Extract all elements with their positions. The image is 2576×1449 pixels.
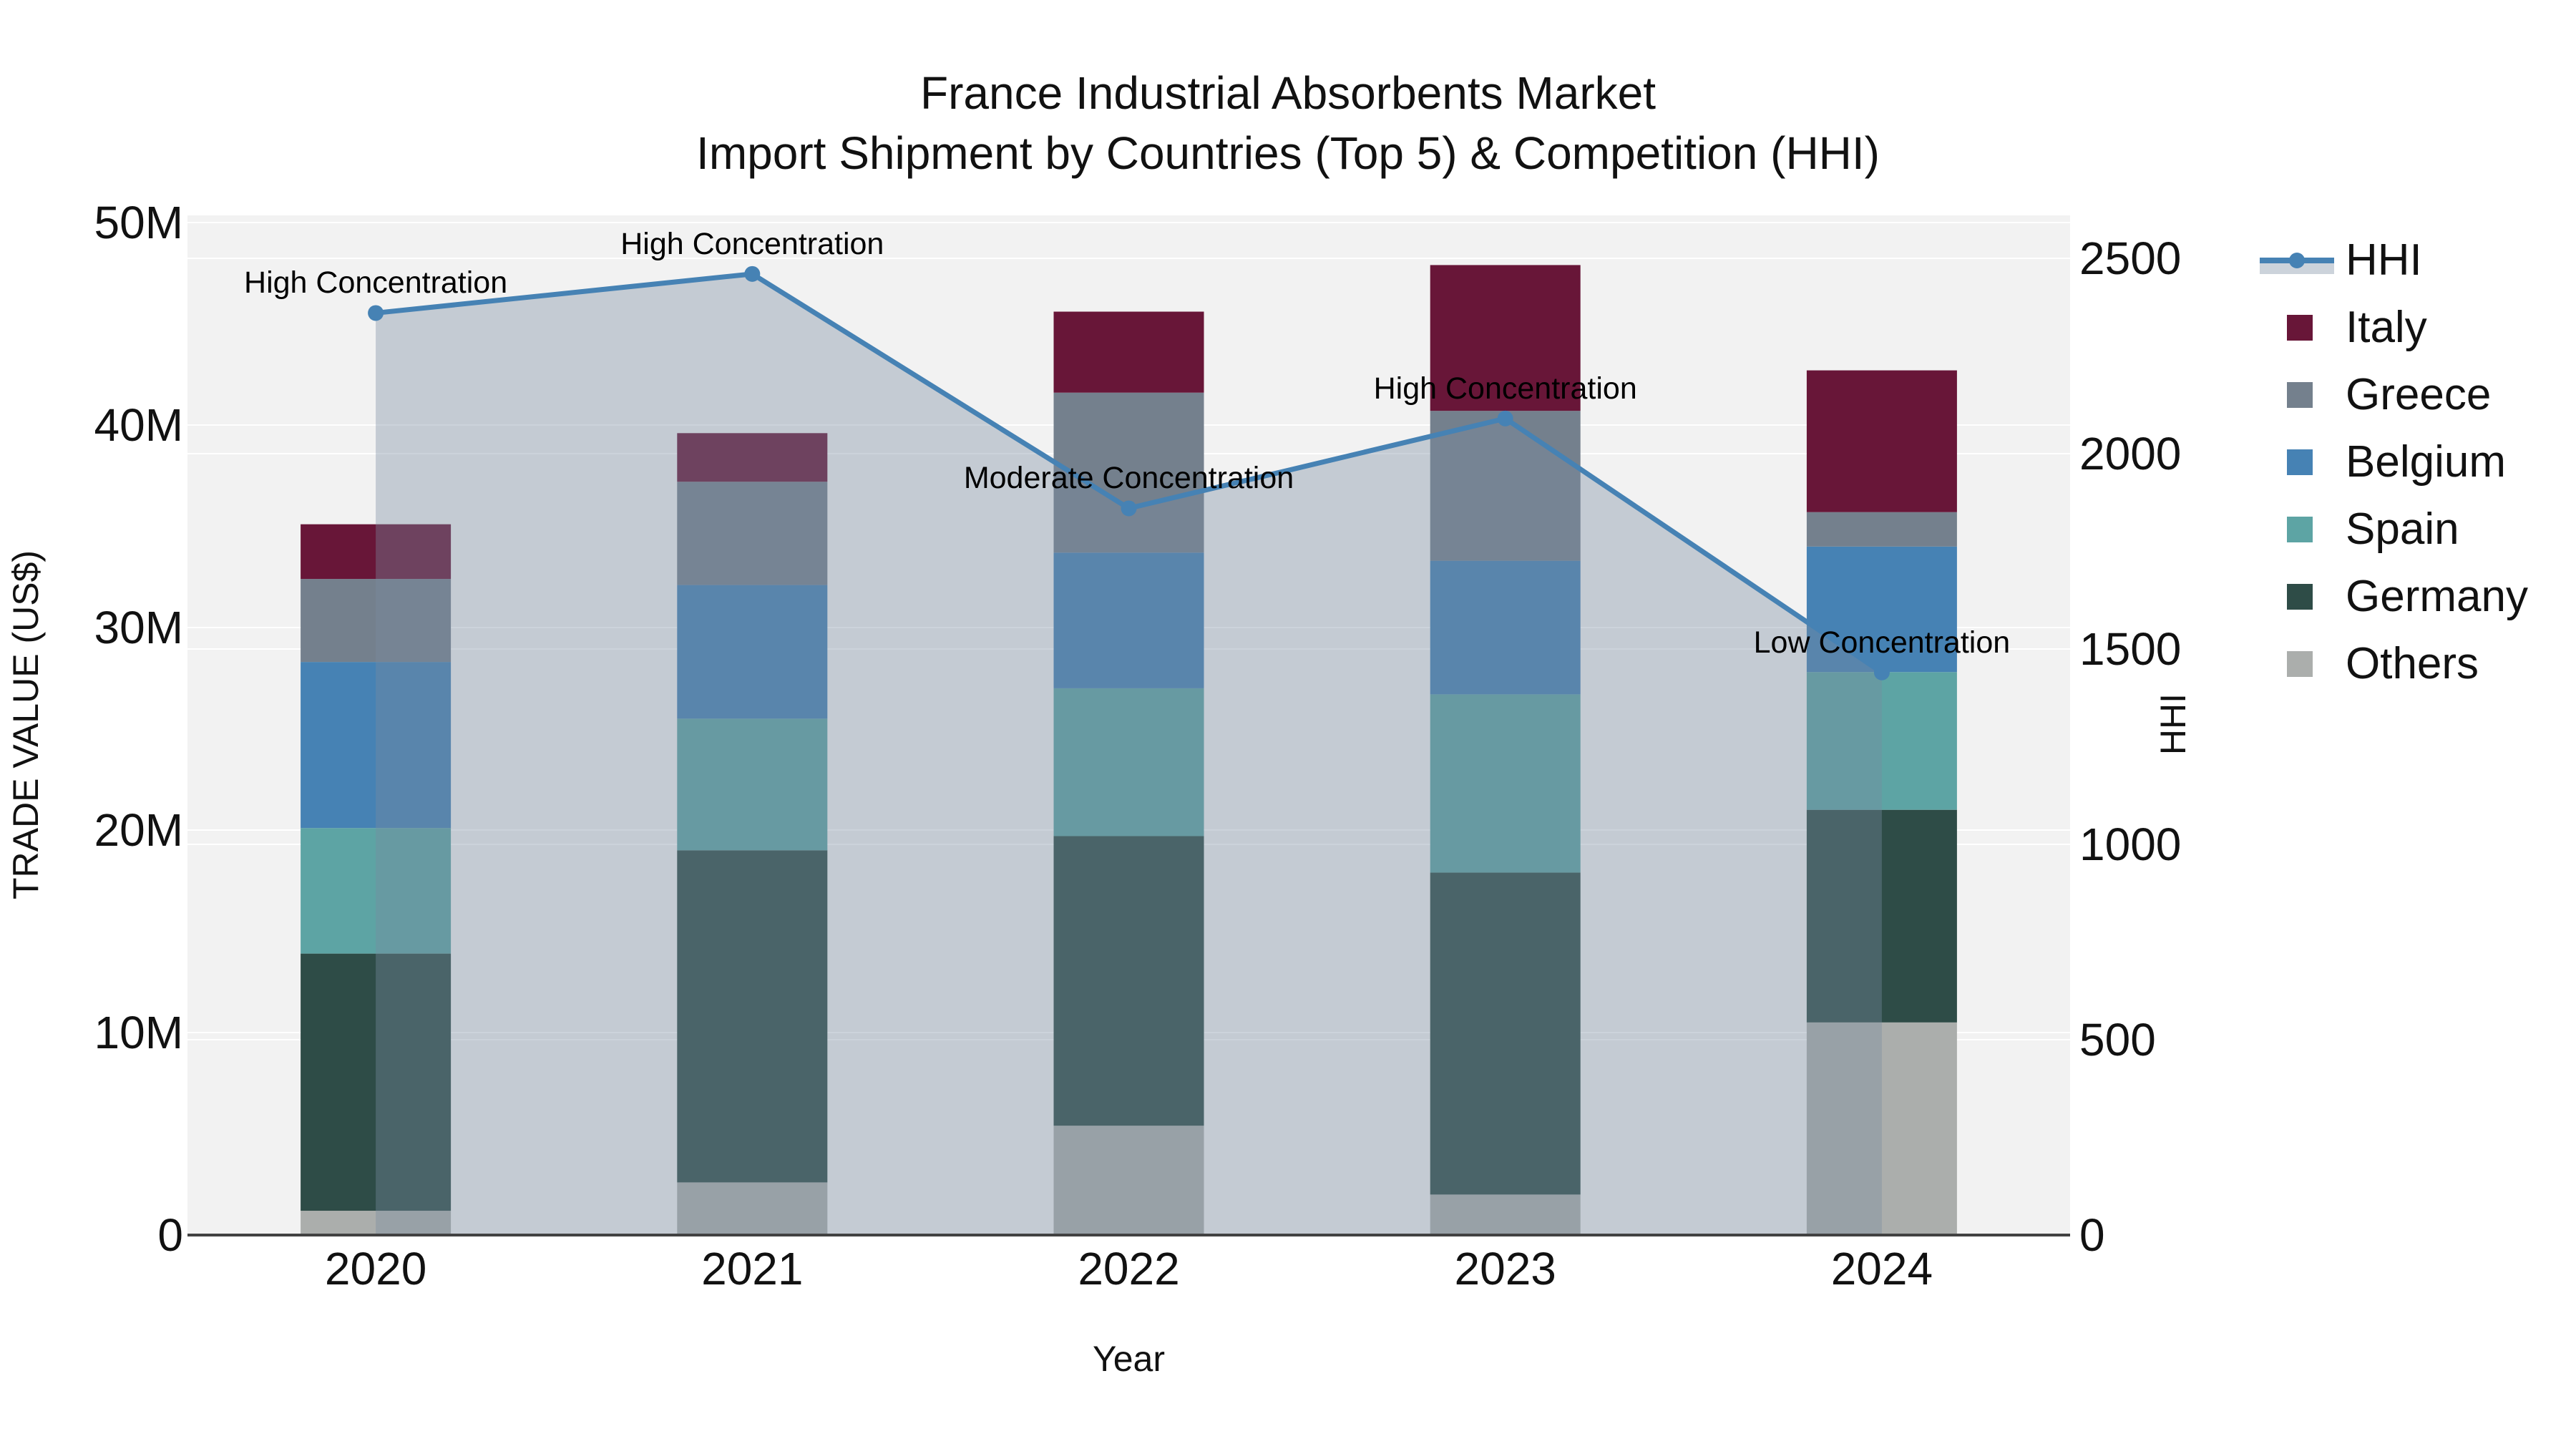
bar-segment-belgium-2024[interactable] [1806,546,1957,673]
annotation-2022: Moderate Concentration [963,461,1294,496]
bar-segment-belgium-2022[interactable] [1053,552,1204,688]
legend-swatch-spain[interactable] [2287,517,2313,542]
hhi-marker-2024[interactable] [1873,664,1890,680]
bar-segment-greece-2021[interactable] [677,482,828,585]
x-axis-line [187,1234,2070,1236]
chart-title-line2: Import Shipment by Countries (Top 5) & C… [696,127,1880,179]
legend-swatch-belgium[interactable] [2287,449,2313,475]
bar-segment-germany-2023[interactable] [1430,872,1581,1195]
hhi-marker-2023[interactable] [1497,410,1513,426]
annotation-2024: Low Concentration [1753,625,2011,660]
legend-swatch-italy[interactable] [2287,315,2313,341]
y-right-tick-2000: 2000 [2079,428,2182,479]
legend-label-spain[interactable]: Spain [2346,504,2459,554]
legend-label-hhi[interactable]: HHI [2346,235,2422,285]
bar-segment-germany-2022[interactable] [1053,836,1204,1126]
bar-segment-others-2020[interactable] [301,1211,452,1235]
y-left-tick-30M: 30M [94,602,184,653]
y-left-tick-0: 0 [157,1209,183,1261]
legend-swatch-others[interactable] [2287,651,2313,677]
legend-swatch-germany[interactable] [2287,584,2313,610]
bar-segment-germany-2020[interactable] [301,953,452,1211]
y-right-tick-2500: 2500 [2079,233,2182,284]
bar-segment-greece-2023[interactable] [1430,411,1581,561]
annotation-2020: High Concentration [244,265,508,301]
bar-segment-spain-2023[interactable] [1430,694,1581,873]
x-tick-2023: 2023 [1454,1243,1556,1294]
chart-title-line1: France Industrial Absorbents Market [919,67,1657,119]
bar-segment-others-2022[interactable] [1053,1126,1204,1235]
bar-segment-italy-2024[interactable] [1806,370,1957,512]
legend-hhi-marker-icon [2289,253,2305,268]
legend-label-germany[interactable]: Germany [2346,572,2528,621]
bar-segment-spain-2024[interactable] [1806,672,1957,810]
y-left-tick-20M: 20M [94,804,184,856]
bar-segment-others-2024[interactable] [1806,1022,1957,1235]
bar-segment-others-2023[interactable] [1430,1194,1581,1235]
x-tick-2021: 2021 [701,1243,804,1294]
legend-label-greece[interactable]: Greece [2346,370,2492,419]
y-left-tick-10M: 10M [94,1007,184,1058]
bar-segment-belgium-2020[interactable] [301,662,452,829]
hhi-marker-2021[interactable] [744,265,761,282]
bar-segment-spain-2021[interactable] [677,718,828,851]
legend-label-others[interactable]: Others [2346,639,2479,688]
y-right-tick-1000: 1000 [2079,819,2182,870]
y-right-tick-0: 0 [2079,1209,2105,1261]
bar-segment-others-2021[interactable] [677,1182,828,1235]
bar-segment-italy-2020[interactable] [301,524,452,580]
legend-label-belgium[interactable]: Belgium [2346,437,2506,487]
x-tick-2020: 2020 [324,1243,427,1294]
bar-segment-greece-2020[interactable] [301,579,452,663]
y-right-axis-title: HHI [2153,693,2193,756]
x-tick-2022: 2022 [1078,1243,1180,1294]
y-right-tick-1500: 1500 [2079,623,2182,675]
bar-segment-spain-2020[interactable] [301,828,452,954]
y-left-axis-title: TRADE VALUE (US$) [6,550,46,900]
annotation-2023: High Concentration [1373,371,1637,406]
bar-segment-italy-2021[interactable] [677,433,828,482]
annotation-2021: High Concentration [620,226,884,261]
hhi-marker-2020[interactable] [368,305,384,321]
legend-label-italy[interactable]: Italy [2346,303,2427,352]
x-axis-title: Year [1092,1339,1166,1379]
bar-segment-italy-2022[interactable] [1053,311,1204,393]
bar-segment-greece-2024[interactable] [1806,512,1957,547]
bar-segment-belgium-2021[interactable] [677,585,828,719]
y-right-tick-500: 500 [2079,1014,2156,1065]
hhi-marker-2022[interactable] [1121,500,1137,517]
y-left-tick-50M: 50M [94,197,184,248]
bar-segment-germany-2021[interactable] [677,850,828,1183]
y-left-tick-40M: 40M [94,399,184,451]
x-tick-2024: 2024 [1830,1243,1933,1294]
bar-segment-greece-2022[interactable] [1053,392,1204,553]
bar-segment-spain-2022[interactable] [1053,688,1204,836]
hhi-area-fill [376,273,1882,1236]
legend-swatch-greece[interactable] [2287,382,2313,408]
bar-segment-germany-2024[interactable] [1806,809,1957,1023]
bar-segment-italy-2023[interactable] [1430,265,1581,411]
bar-segment-belgium-2023[interactable] [1430,560,1581,695]
